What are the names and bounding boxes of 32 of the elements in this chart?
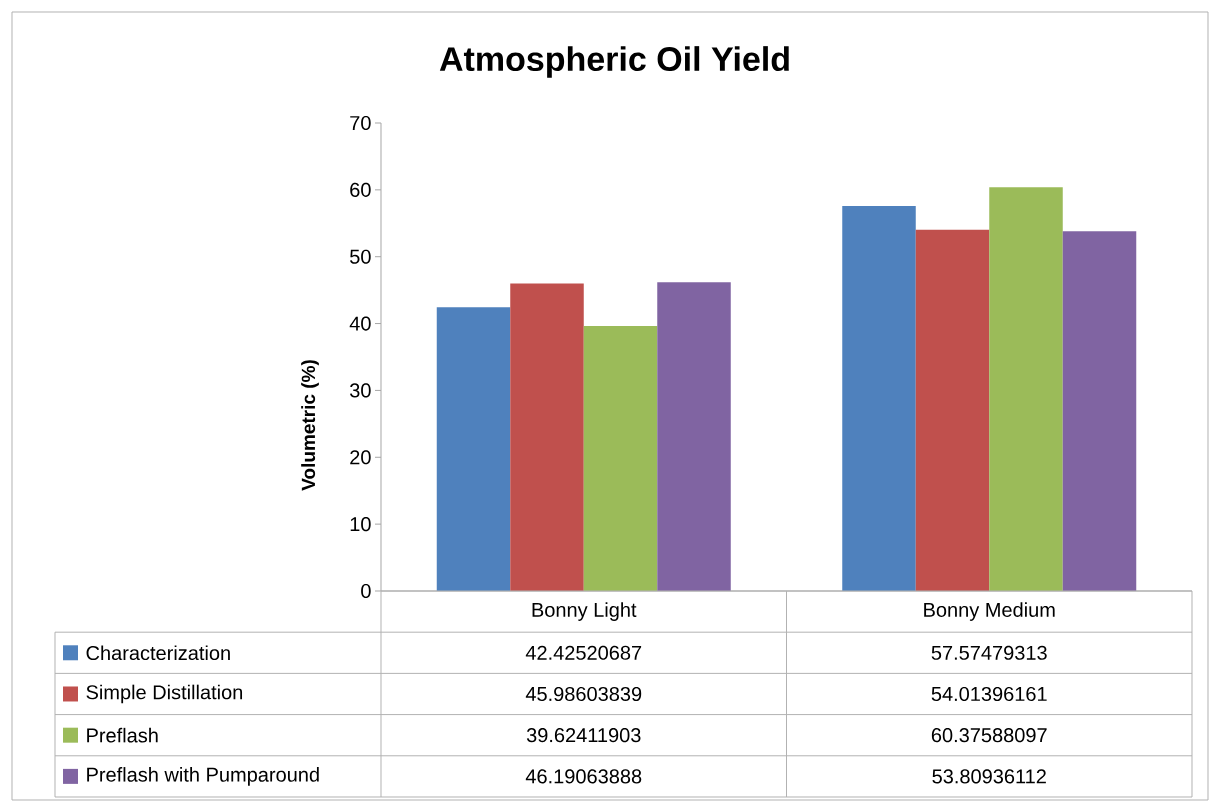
bar [510,283,584,591]
y-tick-label: 40 [349,316,371,331]
data-label: 45.98603839 [525,686,642,702]
y-tick-label: 0 [361,583,371,599]
chart-title: Atmospheric Oil Yield [439,46,789,78]
y-tick-label: 20 [350,450,371,465]
legend-label: Preflash [87,727,158,743]
data-label: 60.37588097 [931,728,1047,743]
y-axis-title: Volumetric (%) [301,360,319,491]
bar [1062,231,1137,591]
x-tick-label: Bonny Medium [924,602,1055,621]
legend-label: Preflash with Pumparound [87,767,319,786]
bar [657,282,731,591]
data-label: 54.01396161 [931,686,1047,702]
data-label: 53.80936112 [932,769,1046,784]
y-tick-label: 10 [350,517,371,532]
legend-label: Simple Distillation [86,684,243,704]
data-label: 46.19063888 [525,769,642,784]
bar [436,307,511,591]
bar [915,229,990,591]
y-tick-label: 60 [350,182,371,197]
x-tick-label: Bonny Light [532,602,637,621]
y-tick-label: 50 [350,249,371,264]
legend-label: Characterization [86,645,230,661]
y-tick-label: 70 [350,115,371,131]
bar [989,187,1063,591]
data-label: 39.62411903 [526,728,641,743]
data-label: 42.42520687 [525,645,642,660]
bar [583,326,658,591]
y-tick-label: 30 [350,383,371,398]
data-label: 57.57479313 [931,645,1047,660]
bar [842,206,916,591]
